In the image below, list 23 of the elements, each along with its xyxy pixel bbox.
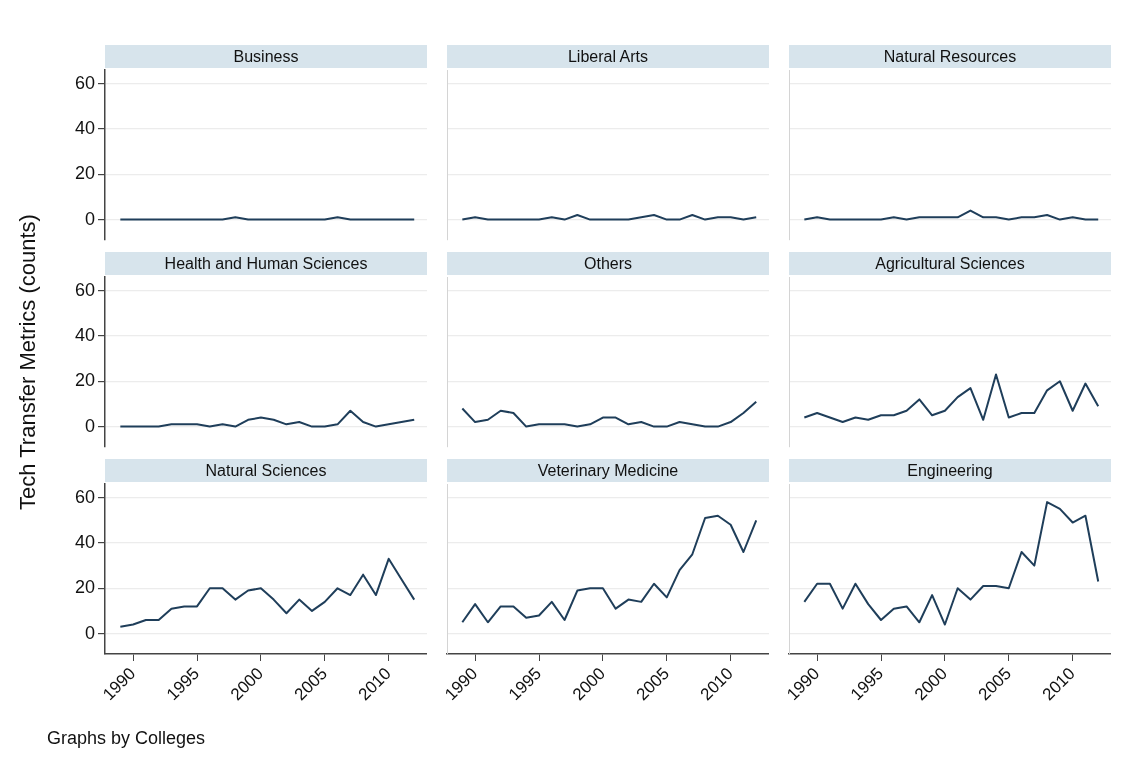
y-tick-label: 20 (74, 577, 95, 598)
y-tick-label: 40 (74, 324, 95, 345)
chart-title: Others (447, 252, 769, 275)
y-tick-label: 40 (74, 531, 95, 552)
chart-title: Liberal Arts (447, 45, 769, 68)
y-tick-label: 20 (74, 370, 95, 391)
chart-title: Health and Human Sciences (105, 252, 427, 275)
y-tick-label: 40 (74, 117, 95, 138)
chart-title: Engineering (789, 459, 1111, 482)
y-tick-label: 60 (74, 279, 95, 300)
chart-title: Business (105, 45, 427, 68)
chart-title: Agricultural Sciences (789, 252, 1111, 275)
y-tick-label: 0 (84, 622, 95, 643)
y-tick-label: 60 (74, 72, 95, 93)
text: Graphs by Colleges (47, 728, 206, 749)
y-tick-label: 0 (84, 208, 95, 229)
chart-title: Natural Sciences (105, 459, 427, 482)
y-tick-label: 60 (74, 486, 95, 507)
y-tick-label: 0 (84, 415, 95, 436)
chart-title: Veterinary Medicine (447, 459, 769, 482)
chart-title: Natural Resources (789, 45, 1111, 68)
y-axis-title: Tech Transfer Metrics (counts) (15, 214, 41, 510)
y-tick-label: 20 (74, 163, 95, 184)
